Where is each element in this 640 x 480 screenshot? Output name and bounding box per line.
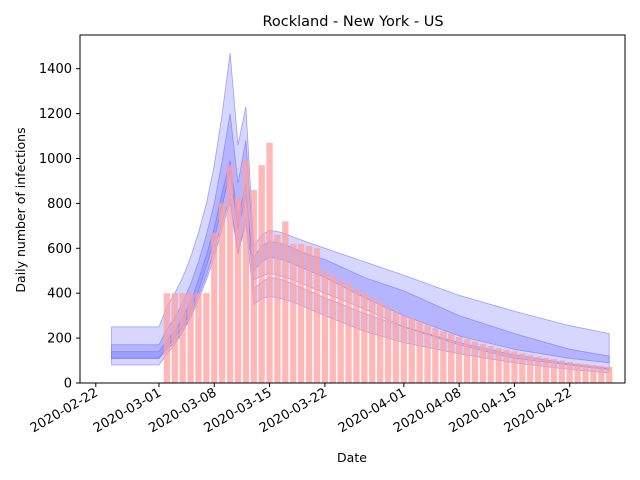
y-tick-label: 1400	[39, 62, 72, 77]
bar	[558, 360, 565, 383]
bar	[219, 203, 226, 383]
bar	[400, 315, 407, 383]
x-tick-label: 2020-02-22	[28, 385, 101, 436]
bar	[171, 293, 178, 383]
bar	[519, 353, 526, 383]
y-ticks: 0 200 400 600 800 1000 1200 1400	[39, 62, 80, 392]
bar	[511, 351, 518, 383]
bar	[542, 357, 550, 383]
bar	[574, 363, 581, 383]
bar	[432, 327, 439, 383]
bar	[471, 341, 479, 383]
y-tick-label: 600	[47, 242, 72, 257]
bar	[234, 196, 242, 383]
bar	[313, 248, 321, 383]
confidence-bands	[111, 52, 610, 374]
bar	[495, 348, 502, 383]
y-tick-label: 400	[47, 287, 72, 302]
bar	[305, 246, 313, 383]
y-tick-label: 200	[47, 332, 72, 347]
bar	[250, 189, 257, 383]
bar	[337, 279, 344, 383]
bar	[448, 333, 455, 383]
bar	[479, 343, 486, 383]
bar	[463, 339, 471, 383]
bar	[361, 293, 368, 383]
bar-series	[163, 142, 613, 383]
bar	[582, 364, 589, 383]
bar	[392, 311, 400, 383]
bar	[203, 293, 210, 383]
bar	[187, 293, 194, 383]
y-axis-label: Daily number of infections	[13, 127, 28, 292]
bar	[534, 356, 542, 383]
bar	[211, 232, 218, 383]
bar	[274, 234, 281, 383]
bar	[376, 302, 384, 383]
bar	[298, 243, 305, 383]
bar	[242, 160, 250, 383]
bar	[606, 366, 613, 383]
bar	[416, 321, 423, 383]
bar	[455, 336, 463, 383]
bar	[226, 165, 234, 383]
bar	[550, 359, 558, 383]
bar	[590, 365, 597, 383]
x-ticks: 2020-02-222020-03-012020-03-082020-03-15…	[28, 383, 575, 436]
y-tick-label: 0	[64, 377, 72, 392]
bar	[163, 293, 171, 383]
y-tick-label: 800	[47, 197, 72, 212]
bar	[321, 270, 329, 383]
plot-frame	[79, 34, 626, 384]
bar	[353, 288, 360, 383]
x-axis-label: Date	[337, 450, 367, 465]
bar	[282, 221, 289, 383]
bar	[329, 275, 336, 383]
bar	[258, 165, 265, 383]
bar	[598, 365, 605, 383]
bar	[266, 142, 273, 383]
bar	[384, 306, 392, 383]
bar	[487, 345, 494, 383]
bar	[527, 354, 534, 383]
y-tick-label: 1000	[39, 152, 72, 167]
bar	[345, 284, 352, 383]
chart-title: Rockland - New York - US	[262, 14, 443, 30]
axes	[79, 34, 626, 384]
y-tick-label: 1200	[39, 107, 72, 122]
bar	[195, 293, 202, 383]
bar	[440, 331, 447, 383]
bar	[290, 243, 297, 383]
bar	[179, 293, 186, 383]
bar	[503, 349, 510, 383]
bar	[424, 324, 431, 383]
bar	[566, 361, 573, 383]
bar	[408, 317, 415, 383]
bar	[369, 297, 376, 383]
